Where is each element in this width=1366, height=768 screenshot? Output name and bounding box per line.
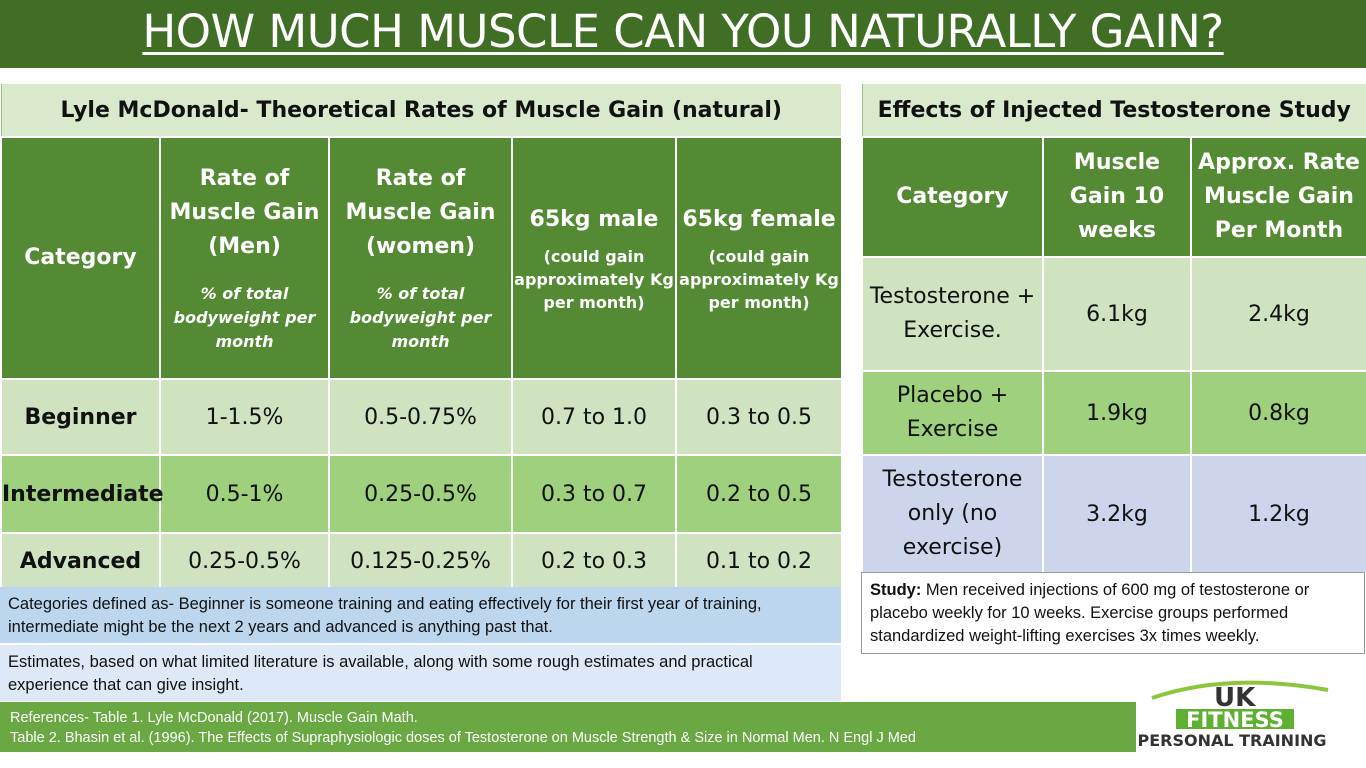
table-cell: 0.8kg <box>1189 370 1366 456</box>
row-category: Intermediate <box>0 454 164 534</box>
row-category: Advanced <box>0 532 161 590</box>
table-cell: 0.2 to 0.3 <box>511 532 677 590</box>
study-label: Study: <box>870 581 922 599</box>
row-category: Testosterone only (no exercise) <box>861 454 1044 574</box>
logo-text-fitness: FITNESS <box>1186 708 1284 732</box>
uk-fitness-logo: UK FITNESS PERSONAL TRAINING <box>1137 676 1366 768</box>
row-category: Testosterone + Exercise. <box>861 256 1044 372</box>
table-row: Testosterone + Exercise. 6.1kg 2.4kg <box>861 256 1366 372</box>
column-header-65kg-female: 65kg female (could gain approximately Kg… <box>674 136 844 380</box>
table-cell: 1-1.5% <box>159 378 330 456</box>
table-cell: 2.4kg <box>1189 256 1366 372</box>
reference-line-1: References- Table 1. Lyle McDonald (2017… <box>10 710 418 726</box>
table-cell: 0.25-0.5% <box>159 532 330 590</box>
table-cell: 0.3 to 0.5 <box>674 378 844 456</box>
logo-text-uk: UK <box>1214 683 1256 713</box>
column-header-category: Category <box>861 136 1044 258</box>
column-header-rate-per-month: Approx. Rate Muscle Gain Per Month <box>1189 136 1366 258</box>
muscle-gain-rates-table: Lyle McDonald- Theoretical Rates of Musc… <box>0 82 844 590</box>
references: References- Table 1. Lyle McDonald (2017… <box>0 702 1136 752</box>
table-cell: 0.5-1% <box>159 454 330 534</box>
study-text: Men received injections of 600 mg of tes… <box>870 581 1310 645</box>
page-title: HOW MUCH MUSCLE CAN YOU NATURALLY GAIN? <box>142 5 1224 58</box>
table-row: Advanced 0.25-0.5% 0.125-0.25% 0.2 to 0.… <box>0 532 844 590</box>
table-cell: 0.125-0.25% <box>328 532 513 590</box>
table-cell: 1.9kg <box>1042 370 1192 456</box>
table-title: Lyle McDonald- Theoretical Rates of Musc… <box>0 82 844 138</box>
row-category: Beginner <box>0 378 161 456</box>
column-header-rate-men: Rate of Muscle Gain (Men) % of total bod… <box>159 136 330 380</box>
logo-graphic: UK FITNESS PERSONAL TRAINING <box>1137 680 1329 750</box>
table-cell: 3.2kg <box>1042 454 1192 574</box>
table-row: Beginner 1-1.5% 0.5-0.75% 0.7 to 1.0 0.3… <box>0 378 844 456</box>
table-header-row: Category Muscle Gain 10 weeks Approx. Ra… <box>861 136 1366 258</box>
row-category: Placebo + Exercise <box>861 370 1044 456</box>
testosterone-study-table: Effects of Injected Testosterone Study C… <box>861 82 1366 574</box>
table-cell: 6.1kg <box>1042 256 1192 372</box>
study-note: Study: Men received injections of 600 mg… <box>861 572 1365 654</box>
table-title: Effects of Injected Testosterone Study <box>861 82 1366 138</box>
table-cell: 0.1 to 0.2 <box>674 532 844 590</box>
table-cell: 1.2kg <box>1189 454 1366 574</box>
estimates-note: Estimates, based on what limited literat… <box>0 645 841 701</box>
categories-note: Categories defined as- Beginner is someo… <box>0 587 841 643</box>
column-header-rate-women: Rate of Muscle Gain (women) % of total b… <box>328 136 513 380</box>
table-cell: 0.5-0.75% <box>328 378 513 456</box>
table-header-row: Category Rate of Muscle Gain (Men) % of … <box>0 136 844 380</box>
reference-line-2: Table 2. Bhasin et al. (1996). The Effec… <box>10 730 916 746</box>
page-header: HOW MUCH MUSCLE CAN YOU NATURALLY GAIN? <box>0 0 1366 68</box>
table-row: Placebo + Exercise 1.9kg 0.8kg <box>861 370 1366 456</box>
logo-text-personal-training: PERSONAL TRAINING <box>1138 731 1327 750</box>
column-header-category: Category <box>0 136 161 380</box>
table-cell: 0.7 to 1.0 <box>511 378 677 456</box>
table-cell: 0.2 to 0.5 <box>674 454 844 534</box>
column-header-65kg-male: 65kg male (could gain approximately Kg p… <box>511 136 677 380</box>
table-row: Testosterone only (no exercise) 3.2kg 1.… <box>861 454 1366 574</box>
table-cell: 0.25-0.5% <box>328 454 513 534</box>
table-cell: 0.3 to 0.7 <box>511 454 677 534</box>
table-row: Intermediate 0.5-1% 0.25-0.5% 0.3 to 0.7… <box>0 454 844 534</box>
column-header-muscle-gain: Muscle Gain 10 weeks <box>1042 136 1192 258</box>
